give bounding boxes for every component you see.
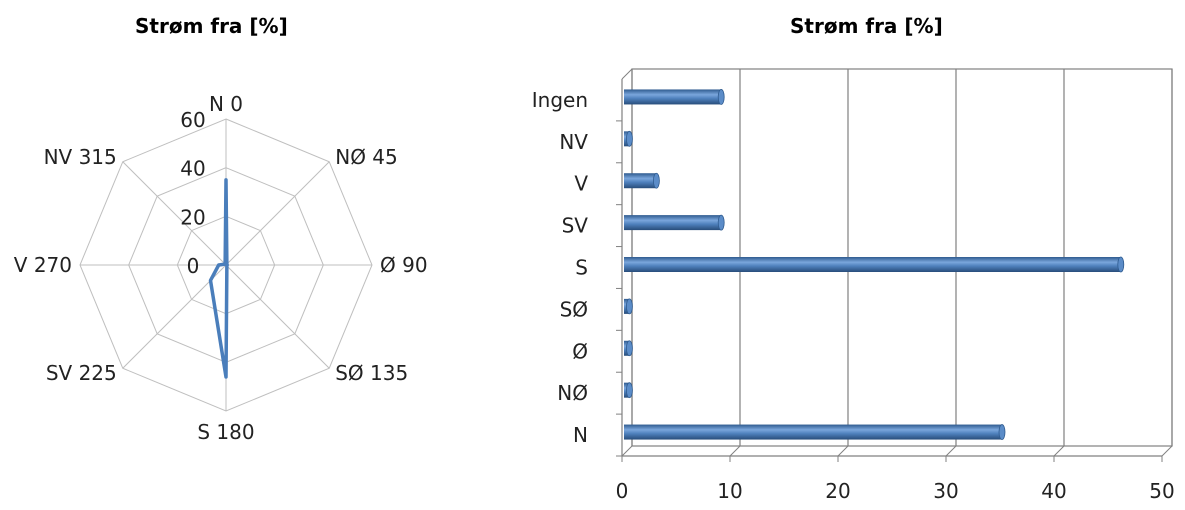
bar-s	[624, 256, 1125, 273]
bar-nv	[624, 130, 633, 147]
bar-category-label-nø: NØ	[557, 381, 588, 405]
bar-cap	[998, 424, 1006, 440]
bar-ø	[624, 340, 633, 357]
bar-category-label-sv: SV	[562, 214, 589, 238]
bar-x-tick-label: 30	[933, 479, 958, 503]
radar-tick-label: 20	[180, 205, 205, 229]
radar-category-label-ø-90: Ø 90	[380, 253, 428, 277]
radar-chart-title: Strøm fra [%]	[135, 14, 288, 38]
radar-category-label-sø-135: SØ 135	[335, 361, 408, 385]
bar-cap	[653, 172, 660, 189]
bar-x-tick-label: 0	[616, 479, 629, 503]
bar-cap	[626, 130, 633, 147]
bar-chart-title: Strøm fra [%]	[790, 14, 943, 38]
bar-floor-line	[1161, 445, 1173, 457]
radar-tick-label: 0	[187, 254, 200, 278]
radar-series-line	[208, 178, 229, 379]
radar-spoke	[122, 161, 227, 266]
bar-floor-line	[729, 445, 741, 457]
radar-tick-label: 60	[180, 108, 205, 132]
radar-tick-label: 40	[180, 157, 205, 181]
bar-sv	[624, 214, 725, 231]
bar-category-label-s: S	[575, 256, 588, 280]
bar-nø	[624, 382, 633, 399]
bar-cap	[717, 214, 725, 231]
bar-floor-line	[945, 445, 957, 457]
bar-v	[624, 172, 660, 189]
bar-category-label-v: V	[574, 172, 588, 196]
bar-cap	[626, 340, 633, 357]
radar-spoke	[225, 161, 330, 266]
radar-category-label-n-0: N 0	[209, 92, 243, 116]
bar-ingen	[624, 89, 725, 105]
bar-x-tick-label: 10	[717, 479, 742, 503]
bar-cap	[626, 382, 633, 399]
bar-cap	[626, 298, 633, 315]
bar-category-label-nv: NV	[559, 130, 588, 154]
bar-wall-top	[621, 68, 633, 80]
bar-body	[624, 424, 1002, 440]
bar-sø	[624, 298, 633, 315]
bar-category-label-ø: Ø	[572, 339, 588, 363]
radar-spoke	[122, 264, 227, 369]
bar-x-tick-label: 40	[1041, 479, 1066, 503]
bar-category-label-n: N	[573, 423, 588, 447]
bar-body	[624, 89, 722, 105]
bar-cap	[717, 89, 725, 105]
bar-floor-line	[621, 445, 633, 457]
bar-body	[624, 215, 722, 231]
radar-category-label-v-270: V 270	[14, 253, 72, 277]
bar-cap	[1117, 256, 1125, 273]
bar-category-label-ingen: Ingen	[532, 88, 588, 112]
bar-body	[624, 257, 1121, 272]
radar-category-label-nø-45: NØ 45	[335, 145, 398, 169]
bar-category-label-sø: SØ	[560, 297, 588, 321]
radar-category-label-sv-225: SV 225	[46, 361, 117, 385]
radar-category-label-s-180: S 180	[197, 420, 254, 444]
bar-floor-line	[837, 445, 849, 457]
bar-x-tick-label: 20	[825, 479, 850, 503]
bar-x-tick-label: 50	[1149, 479, 1174, 503]
radar-spoke	[225, 264, 330, 369]
bar-n	[624, 424, 1006, 440]
bar-body	[624, 173, 657, 189]
radar-chart: 0 20 40 60N 0 NØ 45 Ø 90 SØ 135 S 180 SV 225 V 27…	[14, 92, 428, 444]
radar-category-label-nv-315: NV 315	[44, 145, 117, 169]
bar-floor-line	[1053, 445, 1065, 457]
